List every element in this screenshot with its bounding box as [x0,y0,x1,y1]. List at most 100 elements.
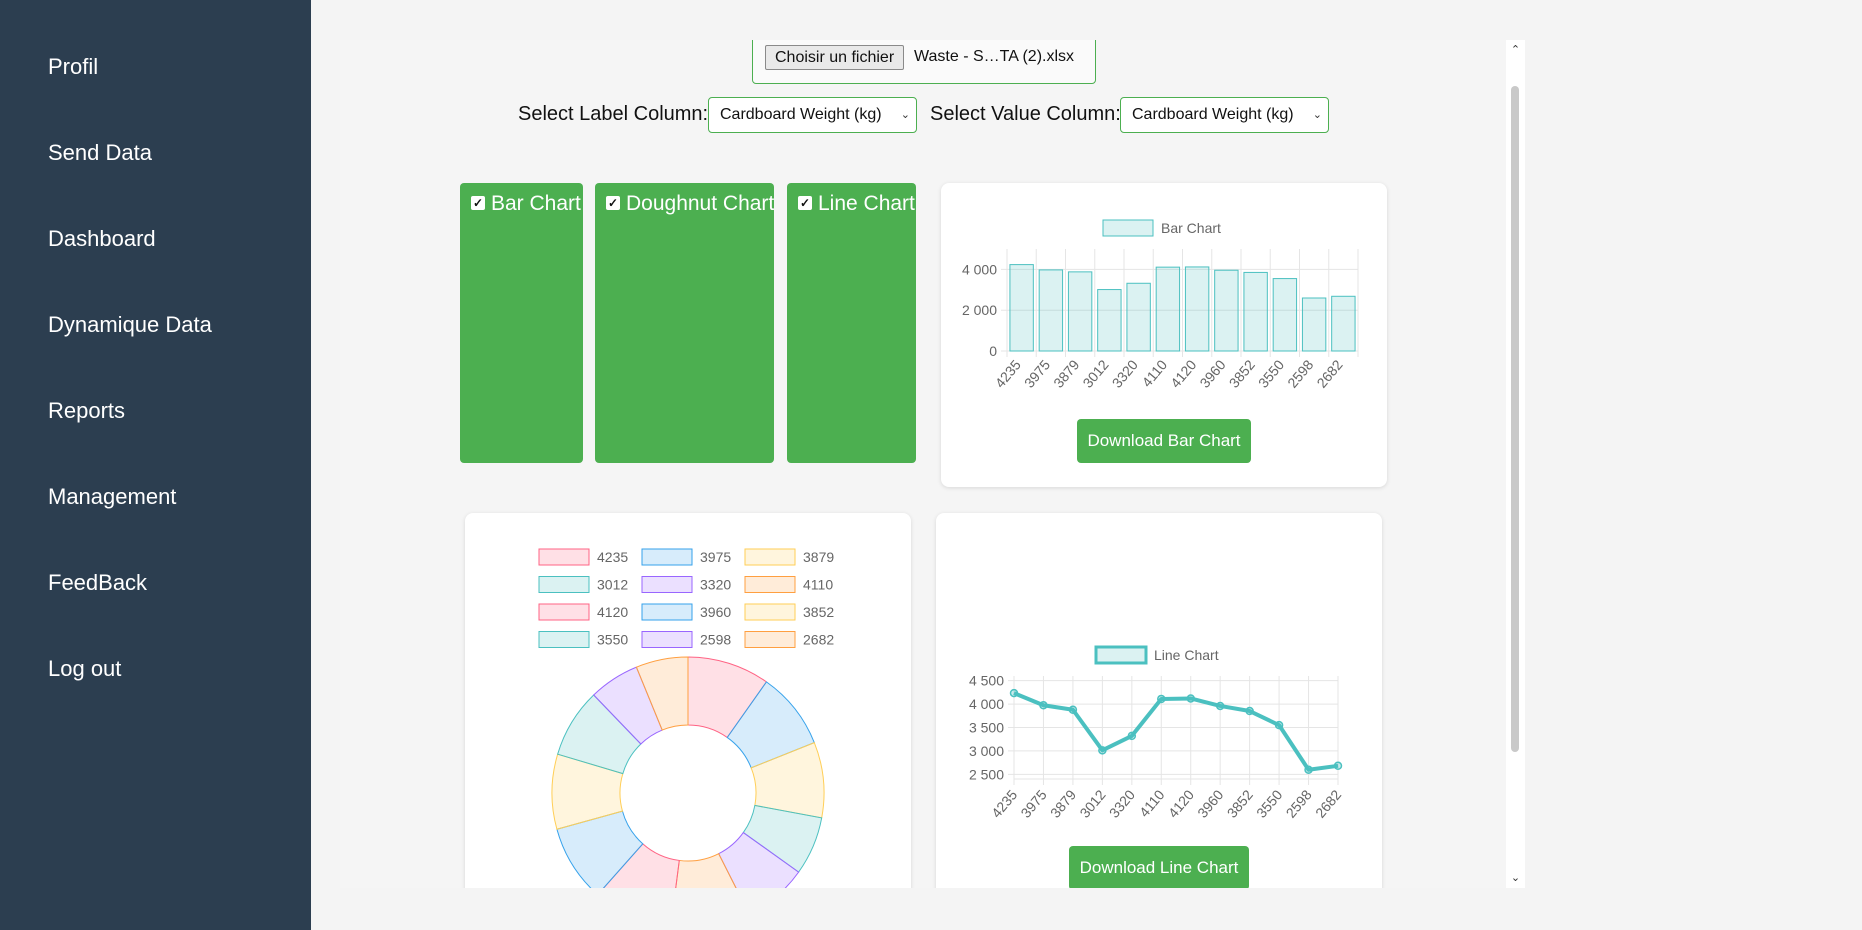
data-point [1009,688,1019,698]
series-line [1013,691,1339,772]
data-point [1157,694,1166,704]
legend-swatch [1094,645,1148,665]
legend-swatch [744,548,796,566]
data-point [1333,761,1343,771]
y-tick-label: 4 000 [969,696,1004,712]
legend-swatch [641,603,693,621]
x-tick-label: 4110 [1136,786,1168,820]
line-chart-card: Line Chart 2 500 3 000 3 500 4 000 4 500 4235 3… [936,513,1382,888]
toggle-bar-chart-label: Bar Chart [491,192,581,215]
x-tick-label: 3550 [1255,356,1287,390]
toggle-line-chart[interactable]: ✓ Line Chart [787,183,916,463]
x-tick-label: 3960 [1196,356,1228,390]
legend-swatch [744,631,796,648]
legend-swatch [744,576,796,593]
sidebar-item-reports[interactable]: Reports [48,398,126,423]
x-tick-label: 3012 [1079,356,1111,390]
legend-label: 3879 [803,549,834,565]
label-column-label: Select Label Column: [518,103,709,125]
checkbox-checked-icon[interactable]: ✓ [606,196,620,210]
label-column-select[interactable]: Cardboard Weight (kg) ⌄ [708,97,917,133]
x-tick-label: 3550 [1253,786,1285,820]
file-upload-box: Choisir un fichier Waste - S…TA (2).xlsx [752,40,1096,84]
x-tick-label: 3975 [1017,786,1049,820]
chevron-down-icon: ⌄ [1312,109,1322,121]
bar [1067,271,1093,352]
sidebar-item-feedback[interactable]: FeedBack [48,570,148,595]
sidebar-item-dynamique-data[interactable]: Dynamique Data [48,312,212,337]
x-tick-label: 4110 [1139,356,1171,390]
scroll-down-icon[interactable]: ⌄ [1510,872,1521,884]
data-point [1215,701,1225,711]
download-line-chart-button[interactable]: Download Line Chart [1069,846,1249,888]
data-point [1068,705,1078,715]
y-tick-label: 4 000 [962,261,997,277]
doughnut-slice [602,843,680,888]
scroll-thumb[interactable] [1511,86,1519,752]
choose-file-button[interactable]: Choisir un fichier [765,45,905,70]
download-bar-chart-button[interactable]: Download Bar Chart [1077,419,1251,463]
toggle-bar-chart[interactable]: ✓ Bar Chart [460,183,583,463]
x-tick-label: 3975 [1021,356,1053,390]
legend-label: 3320 [700,577,731,593]
main-content: Choisir un fichier Waste - S…TA (2).xlsx… [340,40,1525,888]
bar [1243,271,1268,352]
x-tick-label: 4235 [988,786,1020,820]
checkbox-checked-icon[interactable]: ✓ [798,196,812,210]
bar [1038,269,1064,352]
data-point [1245,706,1254,716]
toggle-line-chart-label: Line Chart [818,192,915,215]
legend-label: 3960 [700,604,731,620]
file-name: Waste - S…TA (2).xlsx [914,48,1075,65]
legend-swatch [538,603,590,621]
x-tick-label: 2598 [1283,786,1315,820]
doughnut-chart-card: 4235 3975 3879 3012 3320 4110 4120 3960 3852 3550… [465,513,911,888]
data-point [1186,694,1195,703]
data-point [1274,720,1284,730]
x-tick-label: 2598 [1284,356,1316,390]
checkbox-checked-icon[interactable]: ✓ [471,196,485,210]
data-point [1304,765,1313,774]
legend-swatch [1102,219,1154,237]
bar [1184,266,1210,352]
x-tick-label: 3012 [1076,786,1108,820]
y-tick-label: 2 000 [962,302,997,318]
sidebar-item-dashboard[interactable]: Dashboard [48,226,156,251]
x-tick-label: 3879 [1050,356,1082,390]
sidebar-item-profil[interactable]: Profil [48,54,99,79]
bar [1126,282,1151,352]
toggle-doughnut-chart[interactable]: ✓ Doughnut Chart [595,183,774,463]
sidebar-item-management[interactable]: Management [48,484,177,509]
legend-swatch [538,576,590,593]
value-column-label: Select Value Column: [930,103,1121,125]
legend-swatch [744,603,796,621]
x-tick-label: 2682 [1312,786,1344,820]
doughnut-slice [635,656,689,731]
doughnut-chart: 4235 3975 3879 3012 3320 4110 4120 3960 3852 3550… [538,548,834,888]
value-column-select[interactable]: Cardboard Weight (kg) ⌄ [1120,97,1329,133]
bar-chart-card: Bar Chart 0 2 000 4 000 4235 3975 3879 3012 3320… [941,183,1387,487]
data-point [1127,731,1137,741]
x-tick-label: 4120 [1167,356,1199,390]
x-tick-label: 2682 [1313,356,1345,390]
doughnut-slice [718,831,800,888]
scroll-up-icon[interactable]: ⌃ [1510,44,1521,56]
bar-chart: Bar Chart 0 2 000 4 000 42353975387930123320… [962,219,1359,391]
legend-label: 3550 [597,632,628,648]
bar [1097,289,1122,352]
legend-label: 4120 [597,604,628,620]
legend-label: 3852 [803,604,834,620]
x-tick-label: 3320 [1106,786,1138,820]
bar [1301,297,1327,352]
x-tick-label: 4235 [992,356,1024,390]
value-column-value: Cardboard Weight (kg) [1132,106,1294,123]
legend-label: 4110 [803,577,833,593]
x-tick-label: 3852 [1224,786,1256,820]
legend-swatch [641,631,693,648]
sidebar-item-log-out[interactable]: Log out [48,656,122,681]
scrollbar[interactable]: ⌃ ⌄ [1506,40,1525,888]
chevron-down-icon: ⌄ [900,109,910,121]
sidebar-item-send-data[interactable]: Send Data [48,140,152,165]
legend-swatch [538,631,590,648]
legend-swatch [641,576,693,593]
